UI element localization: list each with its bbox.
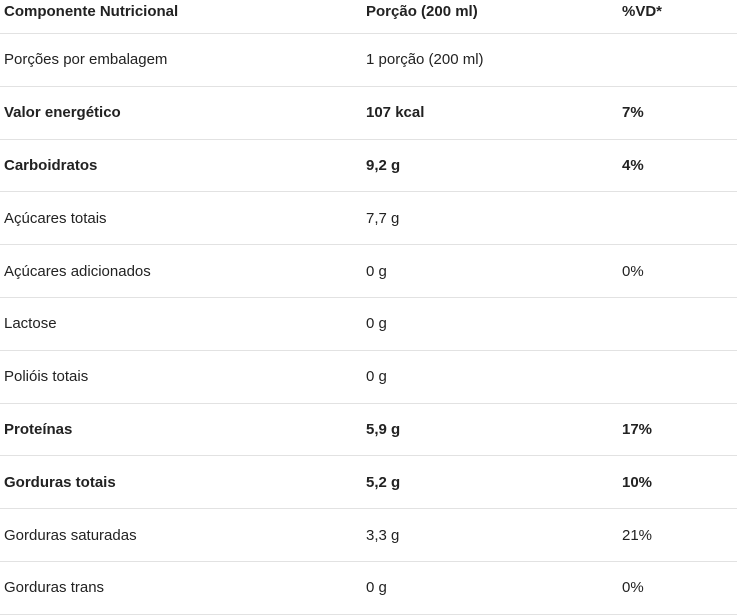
cell-daily-value: 17% — [618, 403, 737, 457]
cell-portion: 107 kcal — [362, 86, 618, 140]
cell-portion: 0 g — [362, 244, 618, 298]
cell-daily-value: 4% — [618, 139, 737, 193]
cell-daily-value — [618, 297, 737, 351]
table-body: Porções por embalagem 1 porção (200 ml) … — [0, 33, 737, 615]
cell-daily-value: 0% — [618, 561, 737, 615]
cell-component: Gorduras saturadas — [0, 508, 362, 562]
header-daily-value: %VD* — [618, 0, 737, 34]
table-row: Polióis totais 0 g — [0, 350, 737, 404]
cell-component: Açúcares totais — [0, 191, 362, 246]
cell-portion: 5,9 g — [362, 403, 618, 457]
table-row: Valor energético 107 kcal 7% — [0, 86, 737, 140]
table-header-row: Componente Nutricional Porção (200 ml) %… — [0, 0, 737, 34]
table-row: Proteínas 5,9 g 17% — [0, 403, 737, 457]
cell-daily-value: 21% — [618, 508, 737, 562]
cell-daily-value: 7% — [618, 86, 737, 140]
cell-component: Gorduras trans — [0, 561, 362, 615]
cell-portion: 5,2 g — [362, 455, 618, 510]
cell-component: Polióis totais — [0, 350, 362, 404]
cell-component: Carboidratos — [0, 139, 362, 193]
table-row: Gorduras trans 0 g 0% — [0, 561, 737, 615]
cell-portion: 0 g — [362, 297, 618, 351]
cell-portion: 1 porção (200 ml) — [362, 33, 618, 87]
table-row: Açúcares adicionados 0 g 0% — [0, 244, 737, 298]
header-component: Componente Nutricional — [0, 0, 362, 34]
cell-component: Valor energético — [0, 86, 362, 140]
cell-component: Açúcares adicionados — [0, 244, 362, 298]
cell-daily-value — [618, 33, 737, 87]
table-row: Gorduras saturadas 3,3 g 21% — [0, 508, 737, 562]
table-row: Carboidratos 9,2 g 4% — [0, 139, 737, 193]
cell-portion: 0 g — [362, 350, 618, 404]
cell-daily-value: 0% — [618, 244, 737, 298]
cell-component: Proteínas — [0, 403, 362, 457]
cell-daily-value: 10% — [618, 455, 737, 510]
cell-component: Porções por embalagem — [0, 33, 362, 87]
cell-portion: 0 g — [362, 561, 618, 615]
cell-component: Lactose — [0, 297, 362, 351]
cell-portion: 7,7 g — [362, 191, 618, 246]
cell-daily-value — [618, 350, 737, 404]
cell-portion: 3,3 g — [362, 508, 618, 562]
table-row: Porções por embalagem 1 porção (200 ml) — [0, 33, 737, 87]
table-row: Açúcares totais 7,7 g — [0, 191, 737, 246]
table-row: Gorduras totais 5,2 g 10% — [0, 455, 737, 510]
cell-portion: 9,2 g — [362, 139, 618, 193]
cell-component: Gorduras totais — [0, 455, 362, 510]
cell-daily-value — [618, 191, 737, 246]
table-row: Lactose 0 g — [0, 297, 737, 351]
header-portion: Porção (200 ml) — [362, 0, 618, 34]
